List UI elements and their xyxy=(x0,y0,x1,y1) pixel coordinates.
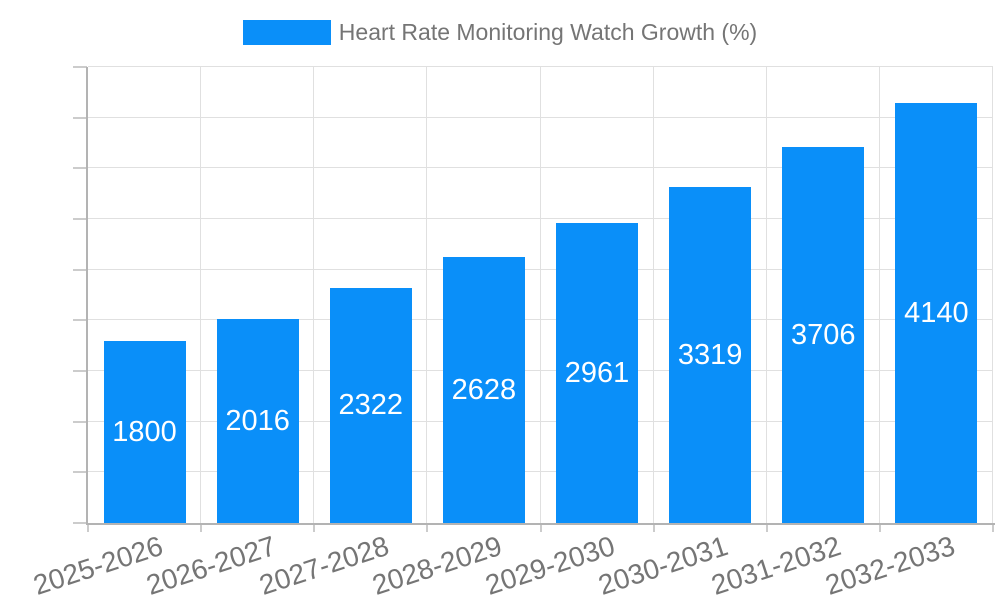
y-tick xyxy=(73,218,87,220)
bar-2025-2026[interactable]: 1800 xyxy=(103,340,186,523)
y-axis-line xyxy=(86,67,88,525)
bar-2029-2030[interactable]: 2961 xyxy=(556,222,639,523)
x-axis-label: 2029-2030 xyxy=(481,530,619,600)
x-tick xyxy=(426,523,429,532)
y-tick xyxy=(73,116,87,119)
x-axis-label: 2031-2032 xyxy=(707,530,845,600)
gridline-vertical xyxy=(652,67,654,523)
bar-2028-2029[interactable]: 2628 xyxy=(442,256,525,523)
gridline-vertical xyxy=(313,67,315,523)
gridline-horizontal xyxy=(88,420,993,422)
y-tick xyxy=(73,420,87,423)
x-axis-label: 2030-2031 xyxy=(594,530,732,600)
gridline-vertical xyxy=(539,67,541,523)
y-tick xyxy=(73,66,87,68)
bar-2031-2032[interactable]: 3706 xyxy=(782,147,865,523)
bar-value-label: 1800 xyxy=(112,415,177,448)
x-tick xyxy=(878,523,881,532)
legend-swatch xyxy=(242,20,331,45)
plot-area: 0500100015002000250030003500400045001800… xyxy=(29,66,995,600)
bar-2032-2033[interactable]: 4140 xyxy=(895,103,978,523)
x-axis-label: 2027-2028 xyxy=(255,530,393,600)
bar-value-label: 2016 xyxy=(225,404,290,437)
x-axis-label: 2032-2033 xyxy=(821,530,959,600)
x-axis-line xyxy=(86,523,995,525)
bar-value-label: 3706 xyxy=(791,319,856,352)
y-tick xyxy=(73,268,87,271)
x-axis-label: 2026-2027 xyxy=(142,530,280,600)
gridline-vertical xyxy=(992,67,993,523)
x-tick xyxy=(313,523,316,532)
x-tick xyxy=(652,523,655,532)
x-tick xyxy=(539,523,542,532)
x-tick xyxy=(765,523,768,532)
gridline-horizontal xyxy=(88,66,993,67)
gridline-horizontal xyxy=(88,268,993,270)
gridline-vertical xyxy=(200,67,202,523)
bar-value-label: 4140 xyxy=(904,297,969,330)
gridline-vertical xyxy=(765,67,767,523)
gridline-horizontal xyxy=(88,370,993,371)
x-axis-label: 2028-2029 xyxy=(368,530,506,600)
legend-label: Heart Rate Monitoring Watch Growth (%) xyxy=(338,19,758,45)
bar-2026-2027[interactable]: 2016 xyxy=(216,318,299,523)
y-tick xyxy=(73,319,87,322)
bar-2030-2031[interactable]: 3319 xyxy=(669,186,752,523)
gridline-horizontal xyxy=(88,116,993,118)
y-tick xyxy=(73,167,87,170)
x-tick xyxy=(992,523,994,532)
x-axis-label: 2025-2026 xyxy=(29,530,167,600)
bar-value-label: 2322 xyxy=(338,389,404,422)
y-tick xyxy=(73,522,87,524)
bar-2027-2028[interactable]: 2322 xyxy=(329,287,412,523)
bar-value-label: 3319 xyxy=(677,338,743,371)
y-tick xyxy=(73,370,87,372)
y-tick xyxy=(73,471,87,474)
bar-value-label: 2961 xyxy=(564,356,630,389)
x-tick xyxy=(87,523,89,532)
gridline-horizontal xyxy=(88,471,993,473)
x-tick xyxy=(200,523,203,532)
gridline-vertical xyxy=(878,67,880,523)
bar-value-label: 2628 xyxy=(451,373,517,406)
gridline-horizontal xyxy=(88,319,993,321)
gridline-vertical xyxy=(426,67,428,523)
gridline-horizontal xyxy=(88,218,993,219)
gridline-horizontal xyxy=(88,167,993,169)
legend-item[interactable]: Heart Rate Monitoring Watch Growth (%) xyxy=(0,19,1000,46)
